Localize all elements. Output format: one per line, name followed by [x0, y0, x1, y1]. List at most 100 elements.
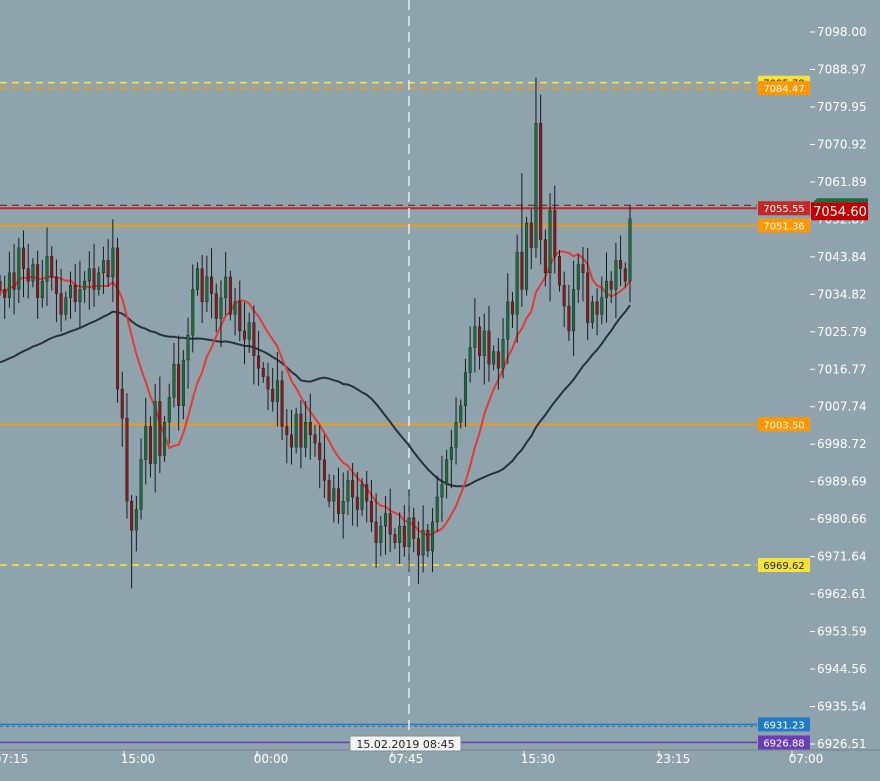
candle-down — [3, 275, 7, 319]
candle-up — [83, 271, 87, 304]
candle-body — [26, 268, 30, 282]
candle-up — [463, 358, 467, 427]
candle-body — [501, 339, 505, 369]
candle-up — [501, 318, 505, 379]
candle-up — [247, 312, 251, 353]
level-label-box — [758, 218, 810, 233]
candle-body — [205, 276, 209, 303]
candle-body — [332, 488, 336, 502]
candle-body — [449, 446, 453, 460]
fast-moving-average — [0, 250, 631, 537]
candle-body — [106, 260, 110, 278]
candle-down — [0, 274, 2, 296]
candle-down — [369, 479, 373, 532]
candle-up — [572, 260, 576, 356]
price-tick-label: 6944.56 — [817, 662, 867, 676]
candle-body — [576, 264, 580, 290]
candle-up — [153, 384, 157, 493]
candle-body — [463, 372, 467, 406]
candle-body — [163, 422, 167, 456]
candle-down — [158, 376, 162, 473]
candle-body — [337, 488, 341, 514]
candle-body — [506, 301, 510, 340]
candle-up — [492, 345, 496, 371]
candle-body — [525, 222, 529, 290]
candle-body — [214, 293, 218, 319]
candle-body — [130, 500, 134, 531]
candle-up — [78, 260, 82, 327]
candle-down — [257, 330, 261, 386]
candle-body — [595, 301, 599, 315]
candle-down — [299, 400, 303, 469]
candle-down — [148, 416, 152, 478]
candle-up — [407, 489, 411, 572]
candle-body — [87, 268, 91, 282]
candle-down — [487, 306, 491, 382]
candle-up — [473, 298, 477, 373]
level-label-text: 7055.55 — [763, 204, 804, 215]
candle-body — [210, 276, 214, 294]
candle-body — [327, 480, 331, 502]
candle-body — [398, 525, 402, 543]
candle-body — [69, 285, 73, 298]
candle-body — [73, 285, 77, 303]
price-tick-label: 7007.74 — [817, 400, 867, 414]
candle-body — [609, 280, 613, 290]
candle-up — [614, 242, 618, 319]
candle-body — [567, 305, 571, 332]
candle-body — [482, 330, 486, 357]
candle-down — [355, 472, 359, 527]
candle-body — [242, 330, 246, 340]
price-tick-label: 7070.92 — [817, 137, 867, 151]
candle-up — [384, 496, 388, 555]
candle-body — [111, 247, 115, 278]
level-label-box — [758, 717, 810, 732]
candle-body — [0, 280, 2, 290]
candle-up — [449, 429, 453, 489]
candle-body — [285, 426, 289, 435]
price-tick-label: 7088.97 — [817, 62, 867, 76]
level-label-text: 6969.62 — [763, 561, 804, 572]
candle-body — [402, 525, 406, 548]
candle-body — [539, 123, 543, 240]
candle-body — [346, 480, 350, 502]
candle-up — [163, 416, 167, 462]
candle-down — [12, 244, 16, 315]
candle-body — [45, 255, 49, 282]
candle-body — [426, 530, 430, 552]
candle-down — [557, 249, 561, 292]
candle-body — [304, 422, 308, 448]
candle-body — [384, 513, 388, 527]
candle-body — [233, 301, 237, 315]
level-label-box — [758, 201, 810, 216]
candle-body — [224, 276, 228, 298]
candle-body — [416, 538, 420, 556]
candle-body — [341, 500, 345, 514]
candle-body — [31, 264, 35, 282]
candle-body — [275, 380, 279, 402]
candle-body — [134, 509, 138, 531]
candle-body — [586, 272, 590, 323]
candle-body — [7, 272, 11, 298]
current-price-text: 7054.60 — [813, 205, 867, 220]
current-price-marker — [813, 198, 868, 203]
candle-body — [407, 517, 411, 548]
price-tick-label: 6962.61 — [817, 587, 867, 601]
candle-body — [360, 484, 364, 510]
level-label: 7003.50 — [758, 417, 810, 432]
candle-down — [177, 335, 181, 431]
candle-up — [346, 470, 350, 515]
candle-up — [134, 495, 138, 552]
candle-up — [195, 262, 199, 296]
candle-body — [50, 255, 54, 278]
candle-up — [332, 475, 336, 523]
candle-down — [426, 523, 430, 558]
level-label-text: 7003.50 — [763, 420, 804, 431]
candle-body — [313, 434, 317, 444]
candle-up — [181, 350, 185, 420]
level-label-text: 6926.88 — [763, 738, 804, 749]
candle-up — [525, 216, 529, 296]
candle-body — [148, 426, 152, 464]
candle-down — [228, 270, 232, 321]
